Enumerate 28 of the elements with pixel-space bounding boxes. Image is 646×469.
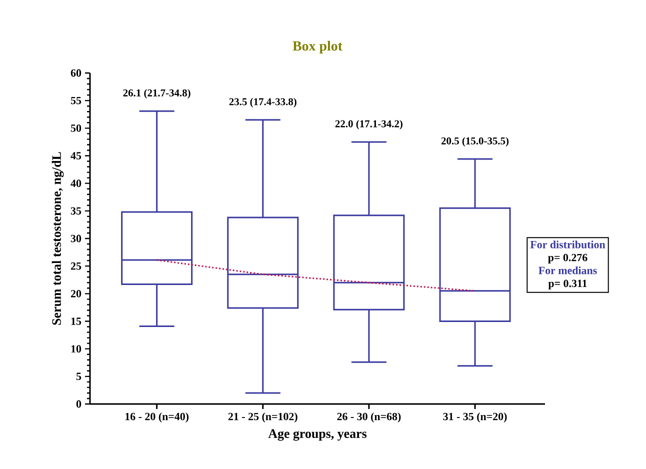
y-tick-label: 40	[70, 180, 82, 188]
y-tick-label: 35	[70, 207, 82, 215]
chart-title: Box plot	[292, 40, 342, 54]
y-tick-label: 60	[70, 69, 82, 77]
y-tick-label: 20	[70, 290, 82, 298]
y-tick-label: 45	[70, 152, 82, 160]
annotation: 26.1 (21.7-34.8)	[123, 89, 190, 99]
x-tick-label: 26 - 30 (n=68)	[337, 412, 401, 422]
y-tick-label: 0	[76, 400, 82, 408]
annotation: 20.5 (15.0-35.5)	[441, 137, 509, 147]
annotation: For distribution	[530, 240, 606, 248]
annotation: For medians	[538, 266, 597, 274]
x-tick-label: 21 - 25 (n=102)	[228, 412, 298, 422]
y-tick-label: 5	[76, 372, 82, 380]
y-tick-label: 30	[70, 234, 82, 242]
y-axis-title: Serum total testosterone, ng/dL	[52, 152, 64, 325]
annotation: 23.5 (17.4-33.8)	[229, 98, 296, 108]
text: p= 0.311	[548, 280, 587, 290]
y-tick-label: 50	[70, 124, 82, 132]
x-tick-label: 16 - 20 (n=40)	[126, 412, 189, 422]
x-axis-title: Age groups, years	[268, 429, 367, 441]
y-tick-label: 25	[70, 262, 82, 270]
y-tick-label: 55	[70, 96, 82, 104]
y-tick-label: 10	[71, 345, 82, 353]
annotation: 22.0 (17.1-34.2)	[335, 120, 402, 130]
x-tick-label: 31 - 35 (n=20)	[443, 412, 507, 422]
y-tick-label: 15	[71, 318, 82, 325]
text: p= 0.276	[548, 254, 588, 264]
